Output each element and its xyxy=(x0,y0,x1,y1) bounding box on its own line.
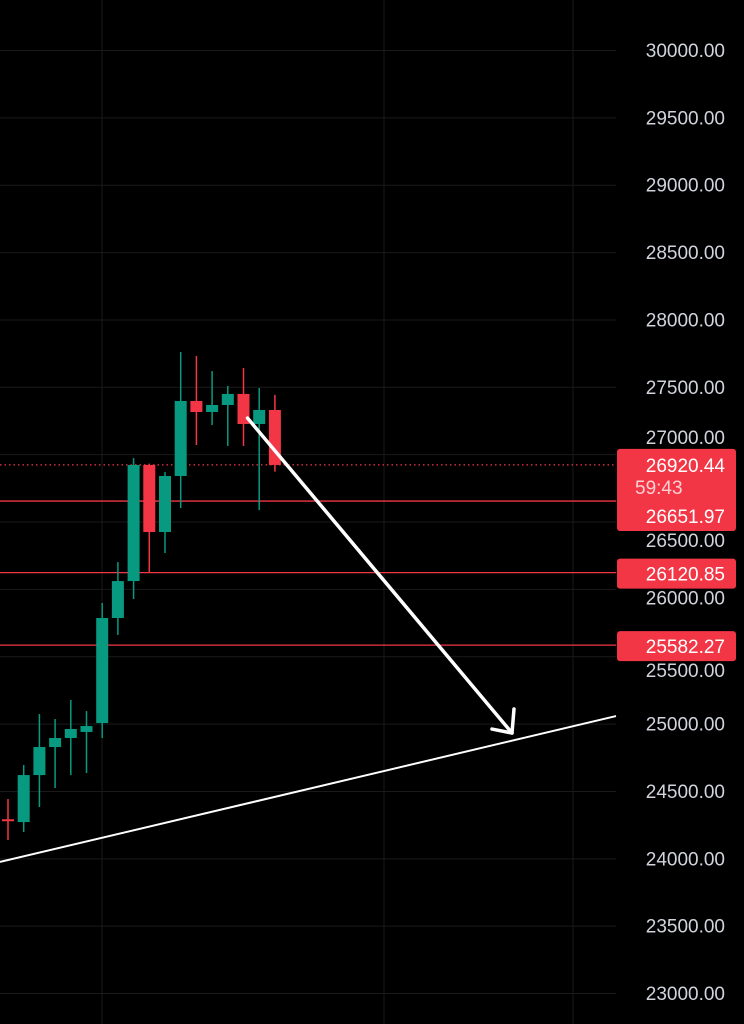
grid xyxy=(0,0,616,1024)
current-price-tag xyxy=(617,448,736,532)
y-tick-label: 25500.00 xyxy=(646,661,725,682)
candle-down xyxy=(143,464,156,533)
candle-countdown: 59:43 xyxy=(635,478,683,499)
candle-down xyxy=(268,409,281,465)
level-label: 26120.85 xyxy=(646,565,725,586)
y-tick-label: 29000.00 xyxy=(646,176,725,197)
level-tag xyxy=(617,631,736,662)
y-tick-label: 30000.00 xyxy=(646,41,725,62)
candle-up xyxy=(174,400,187,476)
candle-up xyxy=(64,728,77,739)
y-tick-label: 28500.00 xyxy=(646,243,725,264)
y-tick-label: 29500.00 xyxy=(646,108,725,129)
trendline[interactable] xyxy=(0,715,617,863)
candle-up xyxy=(111,581,124,618)
arrow-head-icon xyxy=(490,707,516,735)
candle-up xyxy=(49,738,62,748)
candle-up xyxy=(127,464,140,582)
candle-down xyxy=(190,400,203,412)
current-price-label: 26920.44 xyxy=(646,456,726,477)
y-tick-label: 27500.00 xyxy=(646,378,725,399)
candle-up xyxy=(221,393,234,405)
y-tick-label: 23500.00 xyxy=(646,917,725,938)
y-tick-label: 24000.00 xyxy=(646,849,725,870)
candle-down xyxy=(2,819,14,822)
price-axis[interactable]: 30000.00 29500.00 29000.00 28500.00 28000.00… xyxy=(646,41,725,1005)
candles xyxy=(2,352,281,840)
candle-up xyxy=(80,726,93,732)
y-tick-label: 27000.00 xyxy=(646,428,725,449)
candle-up xyxy=(253,409,266,424)
candle-down xyxy=(237,393,250,424)
candle-up xyxy=(159,475,171,533)
level-label: 26651.97 xyxy=(646,507,725,528)
arrow-line[interactable] xyxy=(245,416,514,735)
y-tick-label: 26500.00 xyxy=(646,531,725,552)
y-tick-label: 28000.00 xyxy=(646,310,725,331)
y-tick-label: 24500.00 xyxy=(646,782,725,803)
candle-up xyxy=(206,404,219,412)
y-tick-label: 23000.00 xyxy=(646,984,725,1005)
y-tick-label: 26000.00 xyxy=(646,589,725,610)
level-label: 25582.27 xyxy=(646,637,725,658)
candle-up xyxy=(17,775,30,823)
candle-up xyxy=(33,747,46,776)
drawings[interactable] xyxy=(0,416,617,863)
candle-up xyxy=(96,617,109,724)
y-tick-label: 25000.00 xyxy=(646,715,725,736)
level-tag xyxy=(617,558,736,589)
